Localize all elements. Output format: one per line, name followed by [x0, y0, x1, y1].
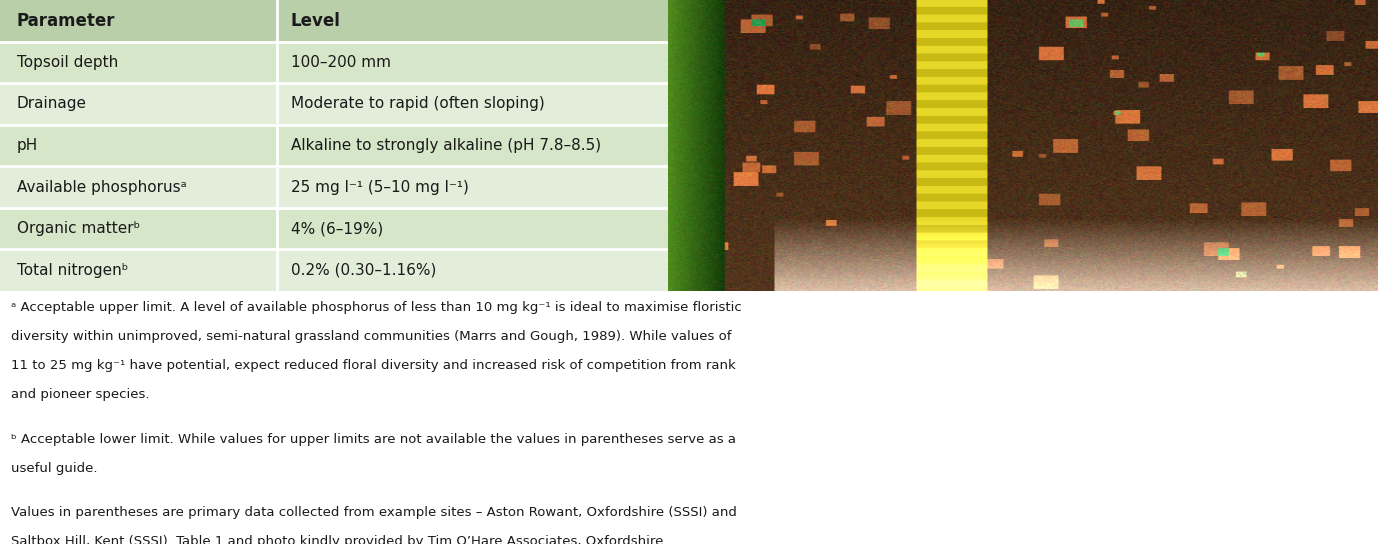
- Text: Alkaline to strongly alkaline (pH 7.8–8.5): Alkaline to strongly alkaline (pH 7.8–8.…: [291, 138, 601, 153]
- Text: Topsoil depth: Topsoil depth: [17, 55, 119, 70]
- Bar: [0, 250, 668, 291]
- Text: ᵃ Acceptable upper limit. A level of available phosphorus of less than 10 mg kg⁻: ᵃ Acceptable upper limit. A level of ava…: [11, 301, 741, 314]
- Text: Total nitrogenᵇ: Total nitrogenᵇ: [17, 263, 128, 278]
- Bar: [0, 208, 668, 250]
- Text: Values in parentheses are primary data collected from example sites – Aston Rowa: Values in parentheses are primary data c…: [11, 506, 737, 519]
- Text: 11 to 25 mg kg⁻¹ have potential, expect reduced floral diversity and increased r: 11 to 25 mg kg⁻¹ have potential, expect …: [11, 360, 736, 372]
- Bar: [0, 166, 668, 208]
- Bar: [0, 41, 668, 83]
- Text: 4% (6–19%): 4% (6–19%): [291, 221, 383, 236]
- Text: diversity within unimproved, semi-natural grassland communities (Marrs and Gough: diversity within unimproved, semi-natura…: [11, 330, 732, 343]
- Text: and pioneer species.: and pioneer species.: [11, 388, 150, 401]
- Text: Parameter: Parameter: [17, 12, 116, 30]
- Bar: [0, 0, 668, 41]
- Text: Level: Level: [291, 12, 340, 30]
- Text: 100–200 mm: 100–200 mm: [291, 55, 391, 70]
- Text: useful guide.: useful guide.: [11, 462, 98, 475]
- Text: 0.2% (0.30–1.16%): 0.2% (0.30–1.16%): [291, 263, 435, 278]
- Bar: [0, 83, 668, 125]
- Text: Drainage: Drainage: [17, 96, 87, 112]
- Text: Organic matterᵇ: Organic matterᵇ: [17, 221, 141, 236]
- Text: pH: pH: [17, 138, 39, 153]
- Text: Moderate to rapid (often sloping): Moderate to rapid (often sloping): [291, 96, 544, 112]
- Bar: [0, 125, 668, 166]
- Text: Saltbox Hill, Kent (SSSI). Table 1 and photo kindly provided by Tim O’Hare Assoc: Saltbox Hill, Kent (SSSI). Table 1 and p…: [11, 535, 667, 544]
- Text: 25 mg l⁻¹ (5–10 mg l⁻¹): 25 mg l⁻¹ (5–10 mg l⁻¹): [291, 180, 469, 195]
- Text: ᵇ Acceptable lower limit. While values for upper limits are not available the va: ᵇ Acceptable lower limit. While values f…: [11, 432, 736, 446]
- Text: Available phosphorusᵃ: Available phosphorusᵃ: [17, 180, 186, 195]
